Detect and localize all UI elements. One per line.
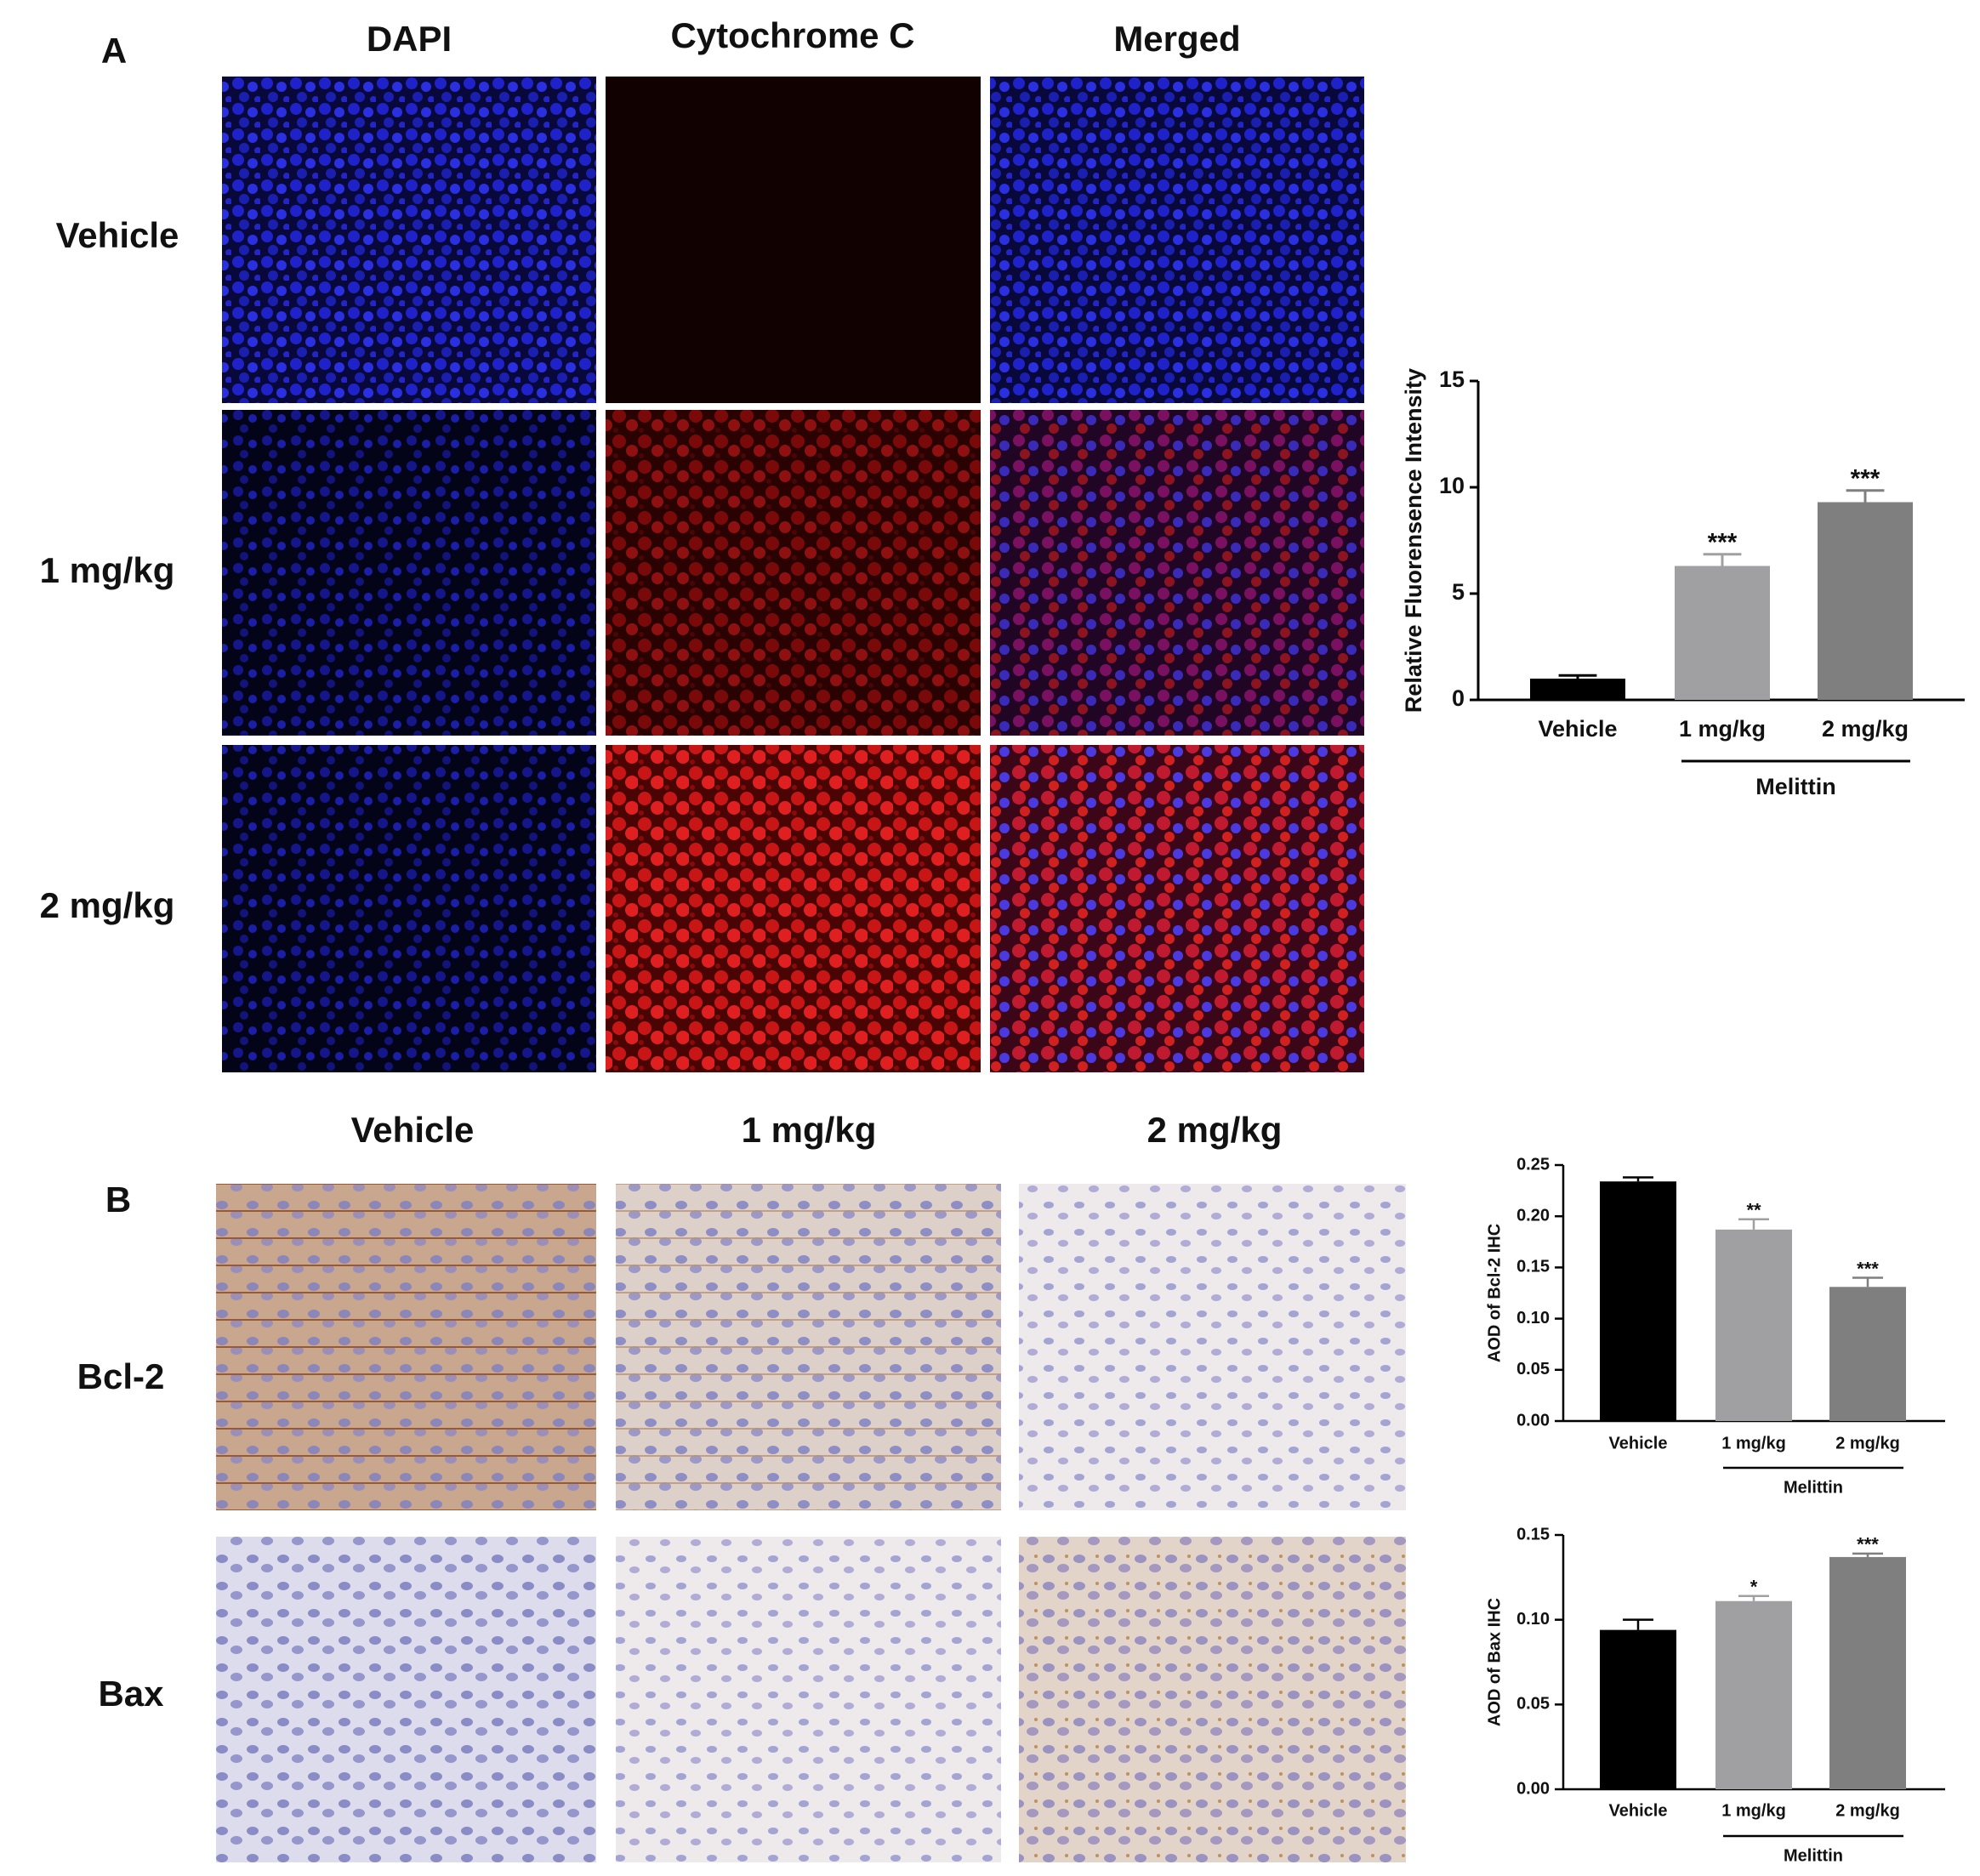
- x-tick-label: 1 mg/kg: [1721, 1801, 1786, 1820]
- bar: [1829, 1556, 1906, 1789]
- micrograph: [1019, 1184, 1406, 1510]
- group-label: Melittin: [1755, 774, 1836, 799]
- y-tick-label: 0.20: [1516, 1206, 1550, 1225]
- panel-label: A: [101, 31, 127, 71]
- bar: [1600, 1181, 1676, 1421]
- column-title: Vehicle: [351, 1110, 475, 1150]
- micrograph: [616, 1184, 1001, 1510]
- y-tick-label: 0.15: [1516, 1525, 1550, 1543]
- bar: [1829, 1287, 1906, 1421]
- significance: ***: [1857, 1534, 1879, 1555]
- x-tick-label: 1 mg/kg: [1679, 716, 1766, 742]
- micrograph: [606, 77, 981, 403]
- x-tick-label: Vehicle: [1609, 1434, 1668, 1452]
- y-axis-label: Relative Fluorensence Intensity: [1401, 368, 1426, 713]
- bar: [1818, 502, 1913, 700]
- bar: [1715, 1229, 1792, 1421]
- micrograph: [990, 410, 1364, 736]
- x-tick-label: 2 mg/kg: [1835, 1434, 1900, 1452]
- y-tick-label: 0: [1452, 685, 1465, 711]
- row-label: Bcl-2: [77, 1356, 165, 1396]
- y-tick-label: 0.10: [1516, 1309, 1550, 1327]
- row-label: 2 mg/kg: [40, 885, 175, 925]
- y-tick-label: 0.05: [1516, 1360, 1550, 1379]
- micrograph: [606, 410, 981, 736]
- micrograph: [990, 77, 1364, 403]
- micrograph: [606, 745, 981, 1072]
- column-title: 2 mg/kg: [1147, 1110, 1283, 1150]
- y-axis-label: AOD of Bcl-2 IHC: [1485, 1224, 1504, 1362]
- significance: ***: [1708, 528, 1738, 556]
- bar: [1600, 1629, 1676, 1789]
- row-label: Vehicle: [56, 215, 179, 255]
- micrograph: [1019, 1537, 1406, 1862]
- significance: *: [1750, 1577, 1758, 1598]
- micrograph: [222, 77, 596, 403]
- micrographs-b: [216, 1184, 1406, 1862]
- micrograph: [616, 1537, 1001, 1862]
- significance: **: [1746, 1200, 1761, 1221]
- micrograph: [222, 410, 596, 736]
- y-tick-label: 5: [1452, 579, 1465, 605]
- y-tick-label: 0.10: [1516, 1610, 1550, 1629]
- micrograph: [216, 1537, 596, 1862]
- column-title: 1 mg/kg: [742, 1110, 877, 1150]
- micrograph: [222, 745, 596, 1072]
- y-tick-label: 15: [1439, 367, 1465, 392]
- micrograph: [990, 745, 1364, 1072]
- micrographs-a: [222, 77, 1364, 1072]
- group-label: Melittin: [1784, 1846, 1843, 1865]
- y-tick-label: 0.00: [1516, 1779, 1550, 1798]
- x-tick-label: Vehicle: [1538, 716, 1617, 742]
- column-title: DAPI: [367, 19, 452, 59]
- bar: [1530, 679, 1625, 700]
- y-axis-label: AOD of Bax IHC: [1485, 1598, 1504, 1726]
- y-tick-label: 0.25: [1516, 1155, 1550, 1174]
- group-label: Melittin: [1784, 1478, 1843, 1497]
- row-label: Bax: [98, 1674, 164, 1714]
- x-tick-label: Vehicle: [1609, 1801, 1668, 1820]
- bar: [1675, 566, 1770, 700]
- y-tick-label: 0.00: [1516, 1411, 1550, 1430]
- significance: ***: [1857, 1258, 1879, 1279]
- micrograph: [216, 1184, 596, 1510]
- panel-label: B: [105, 1180, 131, 1219]
- y-tick-label: 0.05: [1516, 1695, 1550, 1714]
- x-tick-label: 1 mg/kg: [1721, 1434, 1786, 1452]
- bar: [1715, 1600, 1792, 1789]
- significance: ***: [1851, 464, 1880, 492]
- row-label: 1 mg/kg: [40, 550, 175, 590]
- column-title: Cytochrome C: [670, 15, 914, 55]
- y-tick-label: 10: [1439, 473, 1465, 498]
- x-tick-label: 2 mg/kg: [1835, 1801, 1900, 1820]
- column-title: Merged: [1113, 19, 1240, 59]
- y-tick-label: 0.15: [1516, 1258, 1550, 1276]
- x-tick-label: 2 mg/kg: [1822, 716, 1909, 742]
